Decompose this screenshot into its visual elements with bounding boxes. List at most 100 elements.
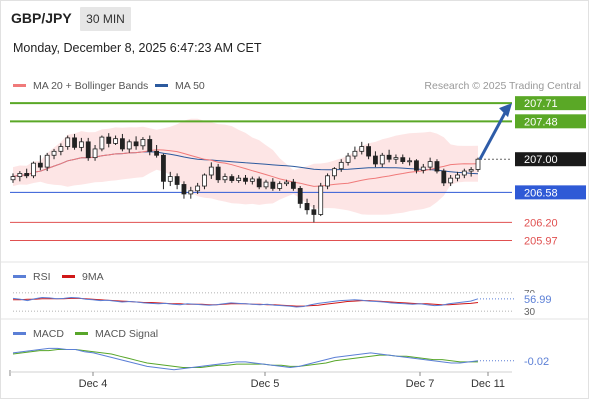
- x-tick-label: Dec 5: [251, 378, 280, 390]
- resistance-level-label-box: [515, 114, 586, 129]
- rsi-ma-swatch: [62, 274, 75, 278]
- macd-last-label: -0.02: [524, 356, 549, 368]
- candle-body: [133, 141, 139, 147]
- candles-group: [10, 133, 481, 223]
- rsi-line: [12, 296, 479, 308]
- legend-rsi: RSI: [13, 271, 51, 283]
- candle-body: [455, 174, 460, 179]
- candle-body: [420, 166, 426, 171]
- candle-body: [352, 150, 358, 157]
- support-level-label: 205.97: [524, 236, 558, 248]
- candle-body: [188, 190, 194, 195]
- candle-body: [222, 176, 228, 181]
- candle-body: [304, 203, 310, 211]
- candle-body: [427, 161, 433, 168]
- x-tick-label: Dec 7: [406, 378, 435, 390]
- candle-body: [215, 166, 221, 181]
- candle-body: [386, 154, 392, 160]
- ma20-swatch: [13, 83, 26, 87]
- candle-body: [99, 136, 105, 150]
- resistance-level-label: 207.48: [524, 116, 558, 128]
- candle-body: [24, 173, 30, 177]
- candle-body: [78, 141, 84, 148]
- candle-body: [318, 185, 324, 215]
- legend-macd-signal: MACD Signal: [75, 328, 158, 340]
- candle-body: [17, 173, 23, 177]
- candle-body: [373, 155, 378, 165]
- candle-body: [44, 154, 50, 168]
- candle-body: [208, 166, 214, 176]
- candle-body: [277, 183, 283, 189]
- candle-body: [407, 160, 413, 163]
- symbol-title: GBP/JPY: [11, 10, 72, 26]
- candle-body: [236, 177, 242, 181]
- candle-body: [147, 139, 153, 152]
- interval-button[interactable]: 30 MIN: [80, 7, 131, 31]
- candle-body: [243, 177, 248, 182]
- candle-body: [181, 184, 187, 195]
- candle-body: [126, 141, 132, 150]
- legend-ma20: MA 20 + Bollinger Bands: [13, 80, 148, 92]
- candle-body: [325, 175, 330, 187]
- legend-ma50-label: MA 50: [175, 80, 205, 92]
- candle-body: [31, 162, 36, 177]
- candle-body: [92, 148, 98, 159]
- candle-body: [113, 138, 118, 144]
- candle-body: [475, 158, 481, 170]
- candle-body: [434, 161, 440, 172]
- resistance-level-label-box: [515, 96, 586, 111]
- candle-body: [345, 155, 351, 163]
- resistance-level-label: 207.71: [524, 98, 558, 110]
- legend-macd: MACD: [13, 328, 64, 340]
- candle-body: [51, 150, 57, 156]
- candle-body: [10, 176, 16, 181]
- candle-body: [106, 136, 112, 144]
- candle-body: [37, 162, 43, 168]
- macd-signal-line: [12, 349, 478, 368]
- candle-body: [174, 176, 180, 185]
- x-tick-label: Dec 11: [471, 378, 505, 390]
- candle-body: [249, 178, 255, 182]
- candle-body: [263, 181, 269, 188]
- support-level-label: 206.20: [524, 217, 558, 229]
- legend-rsi-label: RSI: [33, 271, 51, 283]
- rsi-last-label-bg: [520, 292, 556, 305]
- x-tick-label: Dec 4: [79, 378, 108, 390]
- candle-body: [195, 185, 201, 192]
- bollinger-band: [13, 118, 478, 215]
- rsi-swatch: [13, 274, 26, 278]
- pivot-level-label-box: [515, 185, 586, 200]
- candle-body: [256, 178, 262, 188]
- legend-ma20-label: MA 20 + Bollinger Bands: [33, 80, 149, 92]
- macd-line: [12, 347, 479, 371]
- candle-body: [284, 181, 289, 185]
- last-price-label: 207.00: [524, 154, 558, 166]
- rsi-guide-label: 30: [524, 307, 536, 318]
- legend-rsi-ma: 9MA: [62, 271, 104, 283]
- last-price-label-box: [515, 152, 586, 167]
- timestamp: Monday, December 8, 2025 6:47:23 AM CET: [13, 41, 262, 55]
- pivot-level-label: 206.58: [524, 187, 558, 199]
- legend-macd-label: MACD: [33, 328, 64, 340]
- forecast-arrow-shaft: [478, 108, 509, 160]
- candle-body: [379, 154, 385, 165]
- candle-body: [140, 139, 146, 147]
- candle-body: [359, 146, 365, 152]
- candle-body: [393, 157, 399, 160]
- candle-body: [270, 181, 276, 189]
- candle-body: [297, 188, 303, 204]
- candle-body: [202, 174, 207, 187]
- macd-swatch: [13, 331, 26, 335]
- candle-body: [229, 176, 235, 181]
- rsi-last-label: 56.99: [524, 294, 552, 306]
- candle-body: [65, 137, 71, 147]
- research-credit: Research © 2025 Trading Central: [424, 80, 581, 92]
- candle-body: [441, 170, 447, 184]
- candle-body: [468, 169, 474, 172]
- forecast-arrow-head: [499, 103, 512, 118]
- candle-body: [400, 157, 406, 162]
- legend-macd-signal-label: MACD Signal: [95, 328, 159, 340]
- candle-body: [366, 146, 371, 157]
